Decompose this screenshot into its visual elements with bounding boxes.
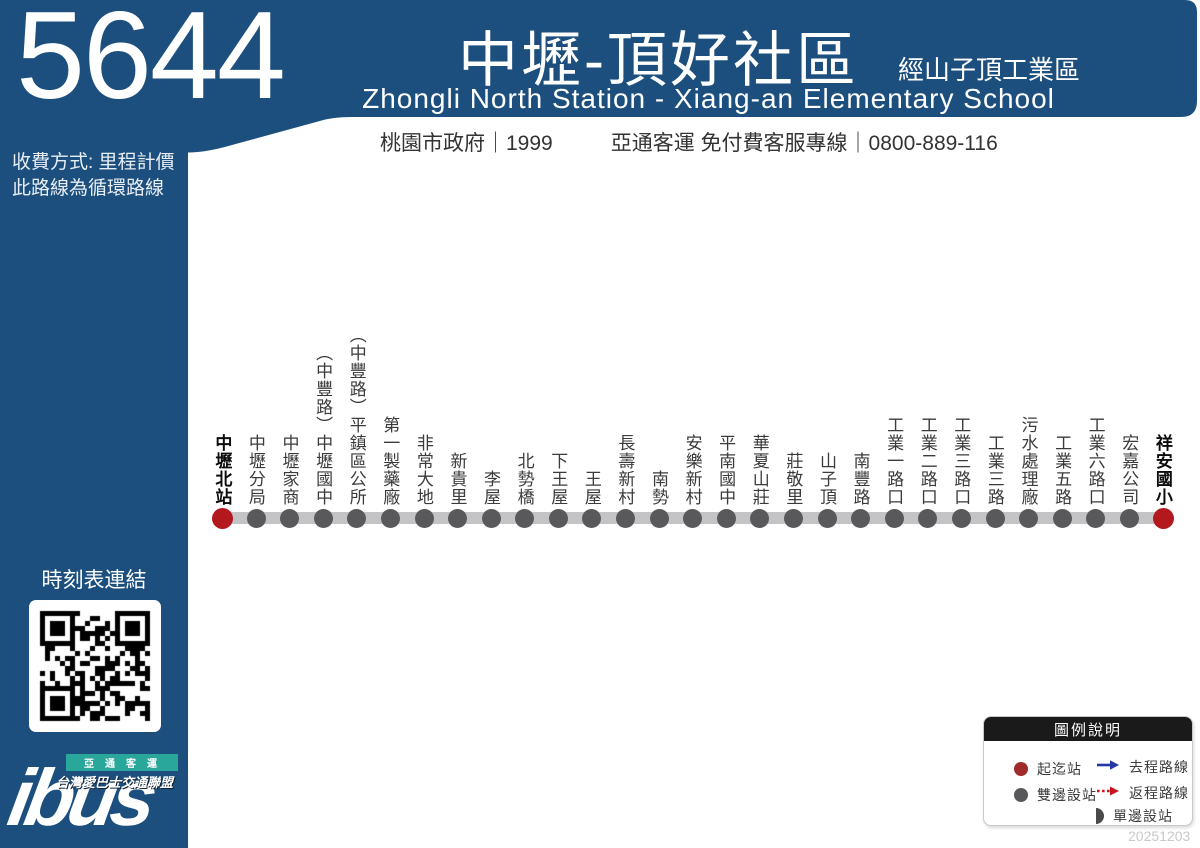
terminal-dot-icon — [1014, 762, 1028, 776]
stop-dot — [380, 508, 400, 528]
stop-dot — [246, 508, 266, 528]
stop-label: 工業一路口 — [884, 416, 904, 506]
stop-label: 李屋 — [481, 470, 501, 506]
stop-label: 工業六路口 — [1085, 416, 1105, 506]
stop-label: 新貴里 — [447, 452, 467, 506]
return-arrow-icon — [1096, 784, 1120, 802]
legend-item-label: 雙邊設站 — [1037, 787, 1097, 803]
stop-label: （中豐路）中壢國中 — [313, 344, 333, 506]
stop-label: 第一製藥廠 — [380, 416, 400, 506]
stop-dot — [548, 508, 568, 528]
stop-dot — [716, 508, 736, 528]
stop-dot — [750, 508, 770, 528]
government-hotline: 桃園市政府｜1999 — [380, 132, 553, 155]
stop-label: 工業三路口 — [951, 416, 971, 506]
stop-dot — [1052, 508, 1072, 528]
stop-label: 工業五路 — [1052, 434, 1072, 506]
stop-label: 安樂新村 — [682, 434, 702, 506]
legend-item: 去程路線 — [1096, 758, 1189, 776]
stop-label: 中壢家商 — [279, 434, 299, 506]
legend-item: 雙邊設站 — [1014, 786, 1097, 804]
stop-label: 南勢 — [649, 470, 668, 506]
fare-info: 收費方式: 里程計價 此路線為循環路線 — [12, 150, 175, 202]
stop-label: 祥安國小 — [1152, 434, 1172, 506]
stop-label: 工業三路 — [984, 434, 1004, 506]
legend-items: 起迄站雙邊設站 去程路線返程路線單邊設站 — [984, 717, 1192, 825]
stop-dot — [414, 508, 434, 528]
stop-dot — [280, 508, 300, 528]
legend-item-label: 單邊設站 — [1113, 808, 1173, 824]
stop-label: 非常大地 — [413, 434, 433, 506]
info-bar: 桃園市政府｜1999 亞通客運 免付費客服專線｜0800-889-116 — [380, 127, 998, 157]
stop-dot — [515, 508, 535, 528]
stop-label: 山子頂 — [816, 452, 836, 506]
legend-title: 圖例說明 — [984, 717, 1192, 741]
stop-dot — [649, 508, 669, 528]
stop-dot — [448, 508, 468, 528]
both-sides-dot-icon — [1014, 788, 1028, 802]
loop-route-note: 此路線為循環路線 — [12, 178, 165, 199]
stop-dot — [884, 508, 904, 528]
stop-dot — [1019, 508, 1039, 528]
outbound-arrow-icon — [1096, 758, 1120, 776]
stop-label: 中壢北站 — [212, 434, 232, 506]
stop-label: 南豐路 — [850, 452, 870, 506]
legend-item: 起迄站 — [1014, 760, 1082, 778]
stop-label: （中豐路）平鎮區公所 — [346, 326, 366, 506]
terminal-stop-dot — [212, 507, 233, 529]
stop-label: 工業二路口 — [917, 416, 937, 506]
stop-dot — [313, 508, 333, 528]
ibus-logo: ibus 亞通客運 台灣愛巴士交通聯盟 — [2, 750, 186, 848]
legend-item-label: 去程路線 — [1129, 759, 1189, 775]
date-stamp: 20251203 — [1128, 828, 1191, 844]
stop-label: 中壢分局 — [245, 434, 265, 506]
stop-label: 宏嘉公司 — [1119, 434, 1139, 506]
route-title-en: Zhongli North Station - Xiang-an Element… — [362, 83, 1055, 114]
legend-item: 返程路線 — [1096, 784, 1189, 802]
timetable-link-label: 時刻表連結 — [41, 569, 147, 592]
stop-label: 長壽新村 — [615, 434, 635, 506]
stop-dot — [918, 508, 938, 528]
route-via-note: 經山子頂工業區 — [898, 55, 1081, 85]
stop-dot — [985, 508, 1005, 528]
stop-dot — [1086, 508, 1106, 528]
terminal-stop-dot — [1152, 507, 1174, 529]
stop-dot — [784, 508, 804, 528]
stop-label: 王屋 — [581, 470, 601, 506]
legend-item: 單邊設站 — [1096, 807, 1173, 825]
timetable-qr-box — [29, 600, 161, 732]
stop-dot — [817, 508, 837, 528]
qr-code — [39, 610, 151, 722]
stop-dot — [951, 508, 971, 528]
stop-dot — [1119, 508, 1139, 528]
logo-alliance-text: 台灣愛巴士交通聯盟 — [56, 775, 174, 790]
stop-dot — [481, 508, 501, 528]
stop-dot — [851, 508, 871, 528]
route-title-zh: 中壢-頂好社區 — [458, 27, 859, 94]
stop-label: 污水處理廠 — [1018, 416, 1038, 506]
legend-item-label: 起迄站 — [1037, 761, 1082, 777]
stop-dot — [582, 508, 602, 528]
stop-label: 北勢橋 — [514, 452, 534, 506]
fare-method: 收費方式: 里程計價 — [12, 152, 175, 173]
legend-item-label: 返程路線 — [1129, 785, 1189, 801]
stop-label: 莊敬里 — [783, 452, 803, 506]
logo-operator-banner: 亞通客運 — [66, 754, 178, 771]
stop-dot — [616, 508, 636, 528]
stop-label: 平南國中 — [716, 434, 736, 506]
stop-dot — [347, 508, 367, 528]
route-number: 5644 — [16, 0, 286, 125]
stop-label: 華夏山莊 — [749, 434, 769, 506]
single-side-icon — [1096, 808, 1104, 824]
stop-label: 下王屋 — [548, 452, 568, 506]
stop-dot — [683, 508, 703, 528]
operator-service-phone: 亞通客運 免付費客服專線｜0800-889-116 — [610, 132, 998, 155]
legend-box: 圖例說明 起迄站雙邊設站 去程路線返程路線單邊設站 — [983, 716, 1193, 826]
